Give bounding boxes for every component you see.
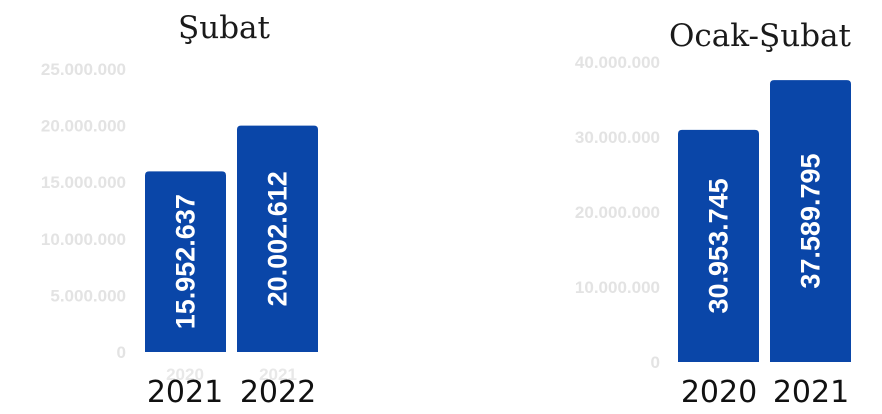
y-tick-label: 25.000.000 — [41, 60, 126, 79]
x-category-label: 2020 — [681, 375, 757, 410]
x-category-label: 2021 — [147, 375, 223, 410]
y-tick-label: 30.000.000 — [575, 128, 660, 147]
x-category-label: 2022 — [240, 375, 316, 410]
y-tick-label: 20.000.000 — [41, 117, 126, 136]
y-tick-label: 40.000.000 — [575, 53, 660, 72]
bar-value-label: 20.002.612 — [263, 171, 293, 306]
bar-value-label: 30.953.745 — [704, 178, 734, 313]
background-category-label: 2021 — [259, 365, 297, 384]
y-tick-label: 5.000.000 — [50, 286, 126, 305]
y-tick-label: 10.000.000 — [41, 230, 126, 249]
bar-value-label: 15.952.637 — [171, 194, 201, 329]
bar — [770, 80, 851, 362]
chart-ocak-subat: Ocak-Şubat 0 10.000.000 20.000.000 30.000.00… — [575, 18, 852, 410]
bar — [237, 125, 318, 352]
bar — [678, 129, 759, 362]
y-tick-label: 20.000.000 — [575, 203, 660, 222]
x-category-label: 2021 — [773, 375, 849, 410]
chart-title: Ocak-Şubat — [669, 18, 852, 54]
chart-title: Şubat — [178, 10, 271, 46]
background-category-label: 2020 — [166, 365, 204, 384]
bar-value-label: 37.589.795 — [796, 153, 826, 288]
bar — [145, 171, 226, 352]
y-tick-label: 0 — [117, 343, 126, 362]
chart-subat: Şubat 0 5.000.000 10.000.000 15.000.000 20.00… — [41, 10, 318, 410]
y-tick-label: 15.000.000 — [41, 173, 126, 192]
y-tick-label: 10.000.000 — [575, 278, 660, 297]
y-tick-label: 0 — [651, 353, 660, 372]
